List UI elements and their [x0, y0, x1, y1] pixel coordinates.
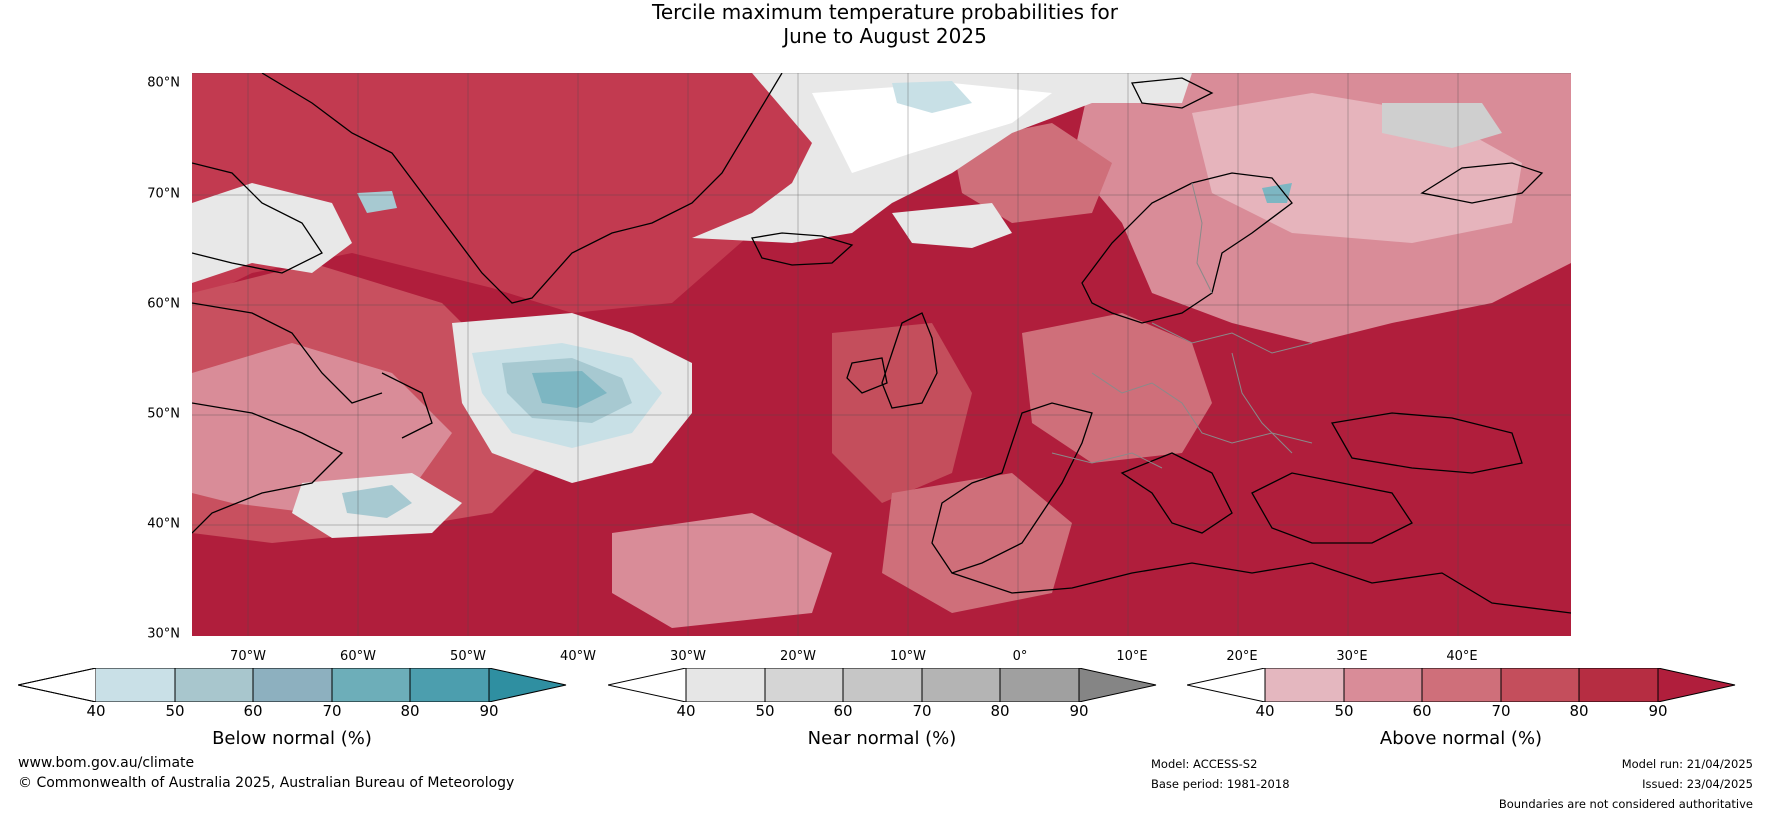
- copyright-text: © Commonwealth of Australia 2025, Austra…: [18, 775, 515, 791]
- map-title: Tercile maximum temperature probabilitie…: [0, 0, 1770, 48]
- below-tick-70: 70: [322, 702, 342, 720]
- coastlines: [192, 73, 1571, 614]
- lon-label-50w: 50°W: [450, 649, 486, 664]
- lon-label-40w: 40°W: [560, 649, 596, 664]
- model-text: Model: ACCESS-S2: [1151, 757, 1258, 771]
- colorbar-above-normal: [1186, 667, 1737, 706]
- lon-label-10e: 10°E: [1116, 649, 1148, 664]
- lat-label-80n: 80°N: [147, 75, 180, 91]
- lat-label-60n: 60°N: [147, 296, 180, 312]
- lon-label-70w: 70°W: [230, 649, 266, 664]
- above-tick-50: 50: [1334, 702, 1354, 720]
- lat-label-30n: 30°N: [147, 626, 180, 642]
- near-tick-80: 80: [990, 702, 1010, 720]
- below-tick-90: 90: [479, 702, 499, 720]
- probability-map: [192, 73, 1571, 636]
- country-borders: [1051, 182, 1313, 469]
- below-tick-50: 50: [165, 702, 185, 720]
- map-canvas: [192, 73, 1571, 636]
- title-line-2: June to August 2025: [783, 24, 987, 48]
- colorbar-near-segments: [607, 667, 1157, 703]
- above-tick-60: 60: [1412, 702, 1432, 720]
- below-normal-title: Below normal (%): [212, 728, 372, 749]
- below-tick-40: 40: [86, 702, 106, 720]
- below-tick-80: 80: [400, 702, 420, 720]
- near-tick-40: 40: [676, 702, 696, 720]
- lon-label-10w: 10°W: [890, 649, 926, 664]
- lon-label-30w: 30°W: [670, 649, 706, 664]
- lon-label-40e: 40°E: [1446, 649, 1478, 664]
- above-normal-title: Above normal (%): [1379, 728, 1543, 749]
- model-run-text: Model run: 21/04/2025: [1621, 757, 1753, 771]
- lon-label-20e: 20°E: [1226, 649, 1258, 664]
- base-period-text: Base period: 1981-2018: [1151, 777, 1290, 791]
- colorbar-near-normal: [607, 667, 1158, 706]
- lat-label-50n: 50°N: [147, 406, 180, 422]
- graticule: [192, 73, 1571, 636]
- lon-label-30e: 30°E: [1336, 649, 1368, 664]
- colorbar-below-normal: [17, 667, 568, 706]
- below-tick-60: 60: [243, 702, 263, 720]
- colorbar-below-segments: [17, 667, 567, 703]
- above-tick-90: 90: [1648, 702, 1668, 720]
- near-tick-60: 60: [833, 702, 853, 720]
- above-tick-80: 80: [1569, 702, 1589, 720]
- issued-text: Issued: 23/04/2025: [1642, 777, 1753, 791]
- website-link[interactable]: www.bom.gov.au/climate: [18, 755, 195, 771]
- below-normal-shading: [342, 81, 1292, 518]
- lon-label-60w: 60°W: [340, 649, 376, 664]
- lon-label-0: 0°: [1012, 649, 1028, 664]
- near-tick-70: 70: [912, 702, 932, 720]
- near-normal-title: Near normal (%): [807, 728, 957, 749]
- title-line-1: Tercile maximum temperature probabilitie…: [652, 0, 1118, 24]
- near-tick-50: 50: [755, 702, 775, 720]
- disclaimer-text: Boundaries are not considered authoritat…: [1498, 797, 1753, 811]
- lon-label-20w: 20°W: [780, 649, 816, 664]
- above-tick-70: 70: [1491, 702, 1511, 720]
- colorbar-above-segments: [1186, 667, 1736, 703]
- near-tick-90: 90: [1069, 702, 1089, 720]
- above-tick-40: 40: [1255, 702, 1275, 720]
- lat-label-70n: 70°N: [147, 186, 180, 202]
- lat-label-40n: 40°N: [147, 516, 180, 532]
